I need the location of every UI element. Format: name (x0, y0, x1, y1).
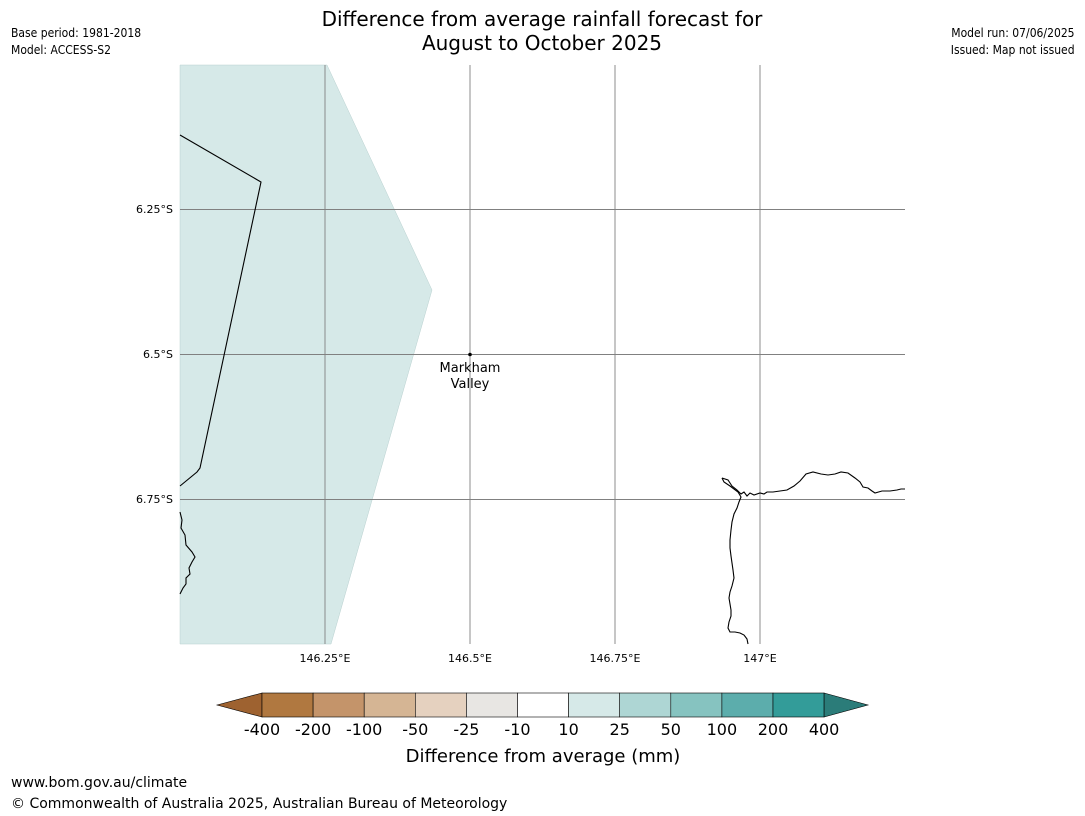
colorbar-tick-label: -100 (346, 720, 382, 739)
coastline-southwest (179, 511, 196, 595)
colorbar-tick-label: -400 (244, 720, 280, 739)
map-title-line2: August to October 2025 (421, 31, 663, 55)
issued-status: Issued: Map not issued (951, 43, 1075, 57)
colorbar-extend-low (215, 692, 263, 718)
place-label-line2: Valley (451, 377, 490, 392)
colorbar-segment (721, 692, 774, 718)
boundary-line-west (179, 134, 262, 487)
map-title-line1: Difference from average rainfall forecas… (321, 7, 763, 31)
meta-right: Model run: 07/06/2025 Issued: Map not is… (951, 25, 1075, 59)
colorbar-segment (619, 692, 672, 718)
colorbar-tick-label: -10 (504, 720, 530, 739)
colorbar-tick-label: 25 (610, 720, 630, 739)
colorbar-segment (772, 692, 825, 718)
colorbar-segment (312, 692, 365, 718)
colorbar-tick-label: 50 (661, 720, 681, 739)
lon-label-146-25: 146.25°E (300, 652, 351, 665)
lat-label-6-75: 6.75°S (136, 493, 173, 506)
model-name: Model: ACCESS-S2 (11, 43, 111, 57)
lon-label-146-75: 146.75°E (590, 652, 641, 665)
base-period: Base period: 1981-2018 (11, 26, 142, 40)
colorbar-tick-label: -200 (295, 720, 331, 739)
lon-label-146-5: 146.5°E (448, 652, 492, 665)
model-run: Model run: 07/06/2025 (951, 26, 1075, 40)
colorbar-tick-label: 200 (758, 720, 789, 739)
colorbar-tick-label: 100 (707, 720, 738, 739)
coastlines (179, 134, 905, 645)
colorbar: -400 -200 -100 -50 -25 -10 10 25 50 100 200 400 (215, 692, 870, 739)
footer-copyright: © Commonwealth of Australia 2025, Austra… (11, 796, 508, 812)
meta-left: Base period: 1981-2018 Model: ACCESS-S2 (11, 25, 141, 59)
colorbar-segment (568, 692, 620, 718)
colorbar-segment (363, 692, 416, 718)
colorbar-segment (670, 692, 723, 718)
colorbar-title: Difference from average (mm) (406, 746, 681, 767)
markham-valley-marker (468, 352, 472, 357)
place-label-line1: Markham (440, 361, 501, 376)
gridlines (180, 65, 905, 644)
colorbar-tick-label: 400 (809, 720, 840, 739)
coastline-east (721, 471, 905, 497)
footer-url: www.bom.gov.au/climate (11, 775, 188, 791)
map-title: Difference from average rainfall forecas… (242, 7, 842, 55)
colorbar-segment (466, 692, 518, 718)
coastline-river-east (721, 477, 749, 645)
colorbar-tick-label: -25 (453, 720, 479, 739)
colorbar-tick-label: 10 (558, 720, 578, 739)
lon-label-147: 147°E (743, 652, 776, 665)
colorbar-extend-high (823, 692, 870, 718)
lat-label-6-5: 6.5°S (143, 348, 173, 361)
colorbar-tick-label: -50 (402, 720, 428, 739)
colorbar-segment (261, 692, 314, 718)
colorbar-segment (517, 692, 569, 718)
colorbar-segment (414, 692, 467, 718)
lat-label-6-25: 6.25°S (136, 203, 173, 216)
